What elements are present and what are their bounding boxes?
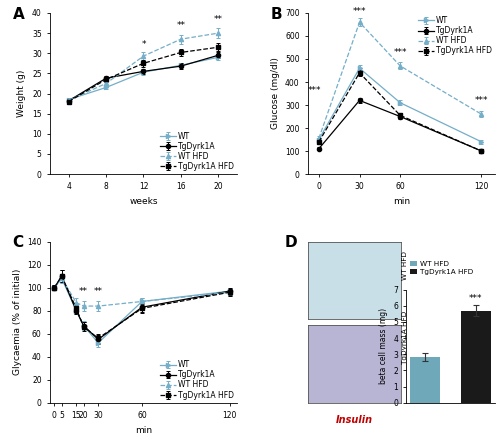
Text: ***: *** (353, 7, 366, 16)
Text: B: B (270, 6, 282, 22)
Text: **: ** (214, 15, 223, 24)
Text: ***: *** (469, 294, 482, 303)
Text: WT HFD: WT HFD (402, 252, 408, 280)
Y-axis label: beta cell mass (mg): beta cell mass (mg) (379, 308, 388, 384)
X-axis label: weeks: weeks (129, 197, 158, 206)
Text: ***: *** (308, 86, 322, 95)
Text: D: D (284, 236, 298, 250)
Y-axis label: Glycaemia (% of initial): Glycaemia (% of initial) (12, 269, 22, 375)
Y-axis label: Weight (g): Weight (g) (18, 70, 26, 117)
Legend: WT, TgDyrk1A, WT HFD, TgDyrk1A HFD: WT, TgDyrk1A, WT HFD, TgDyrk1A HFD (418, 15, 492, 56)
X-axis label: min: min (135, 426, 152, 433)
Bar (410, 357, 440, 403)
Text: C: C (12, 235, 24, 250)
Text: **: ** (79, 287, 88, 296)
Text: **: ** (94, 287, 102, 296)
X-axis label: min: min (393, 197, 410, 206)
Text: A: A (12, 6, 24, 22)
Y-axis label: Glucose (mg/dl): Glucose (mg/dl) (270, 58, 280, 129)
Text: *: * (141, 40, 146, 49)
Text: ***: *** (474, 96, 488, 105)
Text: ***: *** (394, 48, 407, 57)
Legend: WT, TgDyrk1A, WT HFD, TgDyrk1A HFD: WT, TgDyrk1A, WT HFD, TgDyrk1A HFD (160, 131, 234, 172)
Legend: WT HFD, TgDyrk1A HFD: WT HFD, TgDyrk1A HFD (410, 261, 473, 275)
Legend: WT, TgDyrk1A, WT HFD, TgDyrk1A HFD: WT, TgDyrk1A, WT HFD, TgDyrk1A HFD (160, 359, 234, 401)
Text: TgDyrk1A HFD: TgDyrk1A HFD (402, 311, 408, 364)
Bar (460, 310, 491, 403)
Text: **: ** (176, 21, 186, 30)
Text: Insulin: Insulin (336, 415, 374, 425)
